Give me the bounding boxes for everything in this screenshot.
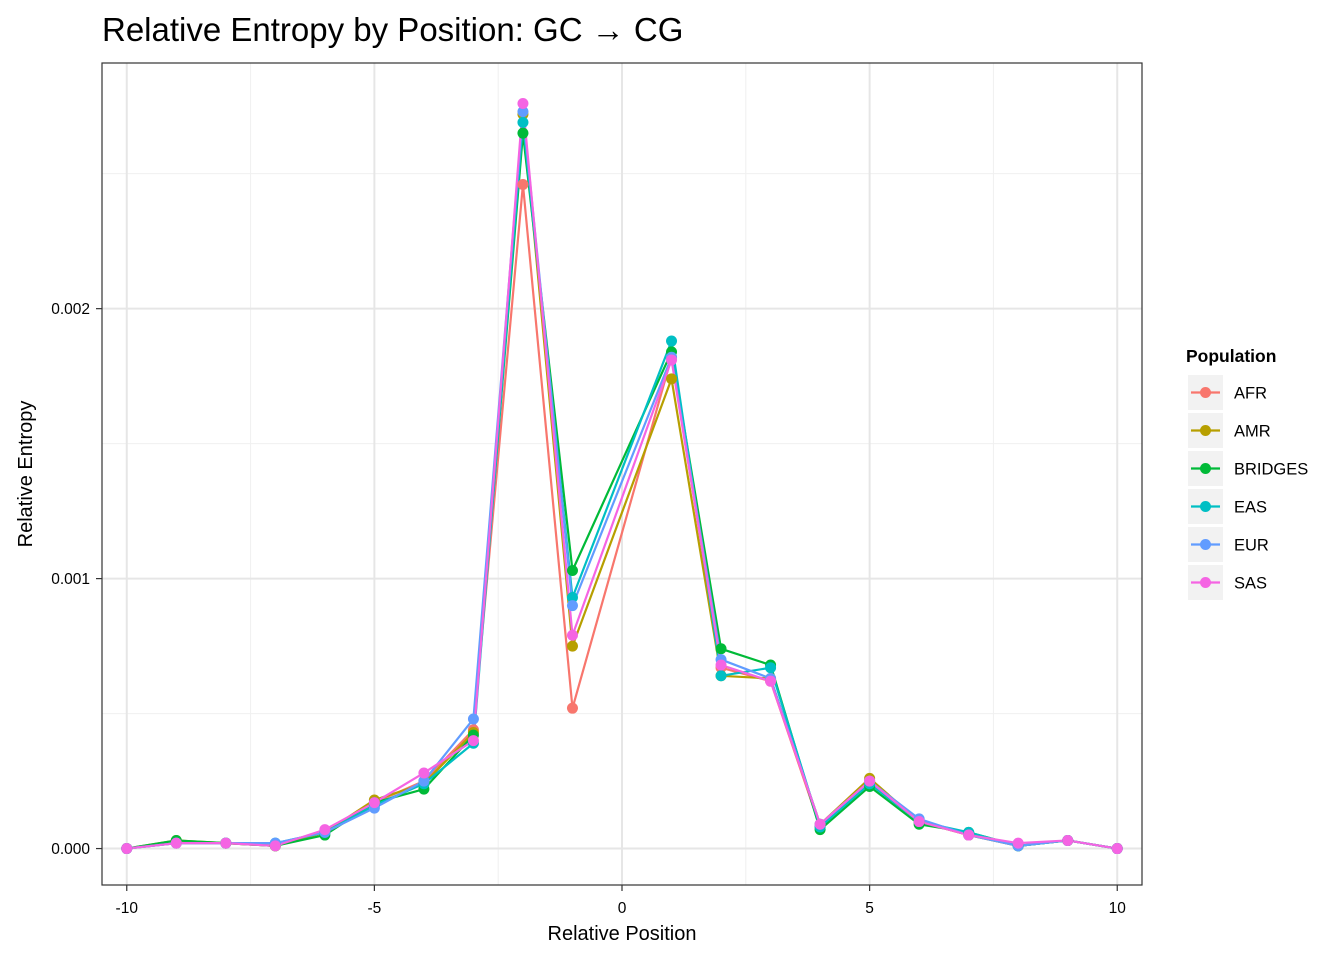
- x-axis-title: Relative Position: [548, 923, 697, 945]
- data-point-bridges: [566, 565, 578, 577]
- y-tick-label: 0.000: [51, 841, 90, 858]
- data-point-eas: [715, 670, 727, 682]
- data-point-sas: [517, 97, 529, 109]
- data-point-eur: [467, 713, 479, 725]
- data-point-eas: [517, 116, 529, 128]
- data-point-afr: [517, 178, 529, 190]
- x-tick-label: -10: [116, 900, 139, 917]
- data-point-amr: [566, 640, 578, 652]
- chart-title: Relative Entropy by Position: GC → CG: [102, 11, 683, 48]
- x-tick-label: 10: [1109, 900, 1127, 917]
- data-point-sas: [566, 629, 578, 641]
- data-point-bridges: [715, 643, 727, 655]
- y-tick-label: 0.002: [51, 301, 90, 318]
- y-axis-title: Relative Entropy: [15, 401, 37, 548]
- x-tick-label: 5: [865, 900, 874, 917]
- data-point-eas: [765, 662, 777, 674]
- data-point-bridges: [517, 127, 529, 139]
- data-point-sas: [814, 818, 826, 830]
- data-point-sas: [319, 824, 331, 836]
- legend-label-eur: EUR: [1234, 537, 1269, 555]
- legend: Population AFR AMR BRIDGES EAS EUR SAS: [1186, 346, 1308, 600]
- legend-label-amr: AMR: [1234, 423, 1271, 441]
- data-point-amr: [666, 373, 678, 385]
- series-line-sas: [126, 102, 1118, 850]
- data-point-sas: [418, 767, 430, 779]
- series-lines: [126, 102, 1118, 850]
- y-axis: 0.000 0.001 0.002: [51, 301, 102, 858]
- data-point-sas: [368, 797, 380, 809]
- legend-label-sas: SAS: [1234, 575, 1267, 593]
- data-point-sas: [666, 354, 678, 366]
- data-point-sas: [220, 837, 232, 849]
- data-point-sas: [467, 735, 479, 747]
- data-point-eas: [666, 335, 678, 347]
- data-point-sas: [913, 816, 925, 828]
- data-point-sas: [1111, 843, 1123, 855]
- x-tick-label: 0: [618, 900, 627, 917]
- legend-key-point-sas: [1200, 577, 1211, 588]
- data-point-sas: [963, 829, 975, 841]
- legend-label-afr: AFR: [1234, 385, 1267, 403]
- data-point-sas: [170, 837, 182, 849]
- data-point-sas: [121, 843, 133, 855]
- data-point-eur: [418, 775, 430, 787]
- legend-label-bridges: BRIDGES: [1234, 461, 1308, 479]
- data-point-sas: [864, 775, 876, 787]
- legend-key-point-amr: [1200, 425, 1211, 436]
- legend-key-point-afr: [1200, 387, 1211, 398]
- data-point-eur: [566, 600, 578, 612]
- data-point-sas: [765, 675, 777, 687]
- data-point-sas: [269, 840, 281, 852]
- legend-key-point-eur: [1200, 539, 1211, 550]
- data-point-eur: [517, 106, 529, 118]
- y-tick-label: 0.001: [51, 571, 90, 588]
- major-gridlines: [102, 63, 1142, 885]
- legend-key-point-eas: [1200, 501, 1211, 512]
- legend-label-eas: EAS: [1234, 499, 1267, 517]
- x-axis: -10 -5 0 5 10: [116, 885, 1127, 917]
- x-tick-label: -5: [367, 900, 381, 917]
- series-points: [121, 97, 1123, 855]
- data-point-afr: [566, 702, 578, 714]
- data-point-sas: [1062, 834, 1074, 846]
- data-point-eas: [566, 592, 578, 604]
- data-point-sas: [715, 659, 727, 671]
- data-point-sas: [1012, 837, 1024, 849]
- legend-title: Population: [1186, 346, 1276, 366]
- legend-key-point-bridges: [1200, 463, 1211, 474]
